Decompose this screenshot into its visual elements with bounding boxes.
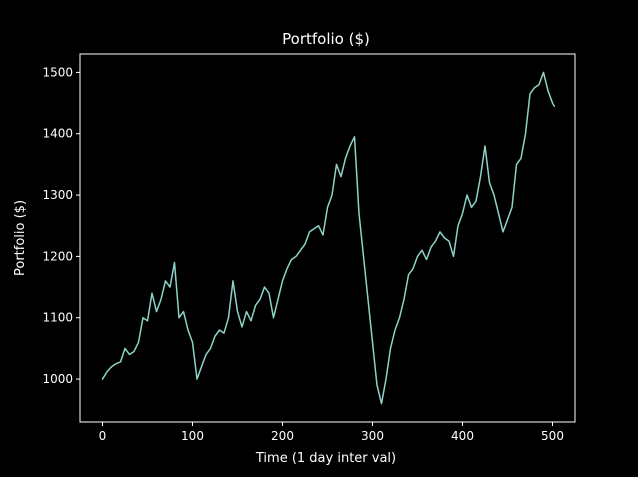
x-tick-label: 400 bbox=[451, 429, 474, 443]
x-tick-label: 500 bbox=[541, 429, 564, 443]
y-tick-label: 1500 bbox=[42, 65, 73, 79]
y-tick-label: 1100 bbox=[42, 311, 73, 325]
x-ticks: 0 100 200 300 400 500 bbox=[99, 422, 564, 443]
axes-frame bbox=[79, 53, 576, 423]
x-tick-label: 100 bbox=[181, 429, 204, 443]
x-tick-label: 200 bbox=[271, 429, 294, 443]
y-tick-label: 1400 bbox=[42, 127, 73, 141]
chart-title: Portfolio ($) bbox=[282, 30, 370, 48]
x-tick-label: 0 bbox=[99, 429, 107, 443]
plot-area bbox=[79, 53, 576, 423]
y-tick-label: 1000 bbox=[42, 372, 73, 386]
series-line-portfolio bbox=[101, 71, 556, 405]
y-tick-label: 1200 bbox=[42, 249, 73, 263]
y-tick-label: 1300 bbox=[42, 188, 73, 202]
y-ticks: 1000 1100 1200 1300 1400 1500 bbox=[42, 65, 80, 386]
y-axis-label: Portfolio ($) bbox=[13, 200, 28, 276]
x-tick-label: 300 bbox=[361, 429, 384, 443]
x-axis-label: Time (1 day inter val) bbox=[255, 451, 396, 466]
